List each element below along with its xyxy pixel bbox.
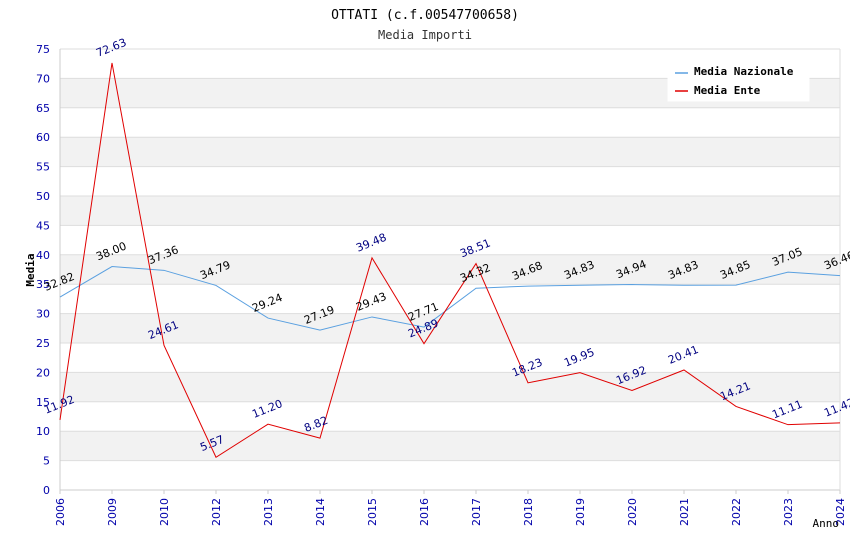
legend: Media Nazionale Media Ente bbox=[667, 60, 810, 102]
x-tick-label: 2022 bbox=[730, 498, 743, 526]
data-label: 29.24 bbox=[250, 291, 284, 315]
y-tick-label: 75 bbox=[36, 43, 50, 56]
legend-label-media-ente: Media Ente bbox=[694, 84, 761, 97]
x-tick-label: 2006 bbox=[54, 498, 67, 526]
x-tick-label: 2024 bbox=[834, 498, 847, 526]
background-band bbox=[60, 137, 840, 167]
chart-title: OTTATI (c.f.00547700658) bbox=[331, 8, 519, 23]
x-tick-label: 2020 bbox=[626, 498, 639, 526]
background-band bbox=[60, 431, 840, 461]
background-band bbox=[60, 372, 840, 402]
y-tick-label: 65 bbox=[36, 102, 50, 115]
x-tick-label: 2014 bbox=[314, 498, 327, 526]
y-tick-label: 40 bbox=[36, 249, 50, 262]
y-tick-label: 25 bbox=[36, 337, 50, 350]
x-tick-label: 2016 bbox=[418, 498, 431, 526]
data-label: 29.43 bbox=[354, 290, 388, 314]
chart-subtitle: Media Importi bbox=[378, 28, 472, 42]
y-tick-label: 5 bbox=[43, 455, 50, 468]
x-axis-label: Anno bbox=[813, 517, 840, 530]
legend-label-media-nazionale: Media Nazionale bbox=[694, 65, 794, 78]
y-tick-label: 70 bbox=[36, 72, 50, 85]
data-label: 72.63 bbox=[94, 36, 128, 60]
series-line-media-nazionale bbox=[59, 266, 841, 331]
y-tick-label: 15 bbox=[36, 396, 50, 409]
y-tick-label: 10 bbox=[36, 425, 50, 438]
plot-background-bands bbox=[60, 78, 840, 461]
background-band bbox=[60, 196, 840, 226]
data-label: 19.95 bbox=[562, 346, 596, 370]
background-band bbox=[60, 254, 840, 285]
x-tick-label: 2009 bbox=[106, 498, 119, 526]
y-tick-label: 0 bbox=[43, 484, 50, 497]
series-lines bbox=[59, 62, 841, 458]
x-tick-label: 2010 bbox=[158, 498, 171, 526]
y-tick-label: 20 bbox=[36, 366, 50, 379]
data-label: 39.48 bbox=[354, 231, 388, 255]
x-tick-label: 2013 bbox=[262, 498, 275, 526]
y-axis-label: Media bbox=[24, 253, 37, 286]
x-tick-label: 2019 bbox=[574, 498, 587, 526]
y-tick-label: 45 bbox=[36, 219, 50, 232]
y-tick-labels: 0 5 10 15 20 25 30 35 40 45 50 55 60 65 70 75 bbox=[36, 43, 50, 497]
x-tick-label: 2012 bbox=[210, 498, 223, 526]
y-tick-label: 55 bbox=[36, 161, 50, 174]
y-tick-label: 50 bbox=[36, 190, 50, 203]
background-band bbox=[60, 313, 840, 343]
y-tick-label: 35 bbox=[36, 278, 50, 291]
x-tick-labels: 2006 2009 2010 2012 2013 2014 2015 2016 2017 2018… bbox=[54, 498, 847, 526]
x-tick-label: 2018 bbox=[522, 498, 535, 526]
data-label: 20.41 bbox=[666, 343, 700, 367]
legend-box bbox=[667, 60, 810, 102]
x-tick-label: 2015 bbox=[366, 498, 379, 526]
y-tick-label: 60 bbox=[36, 131, 50, 144]
x-tick-label: 2023 bbox=[782, 498, 795, 526]
x-tick-label: 2021 bbox=[678, 498, 691, 526]
y-tick-label: 30 bbox=[36, 308, 50, 321]
x-tick-label: 2017 bbox=[470, 498, 483, 526]
series-line-media-ente bbox=[59, 62, 841, 458]
